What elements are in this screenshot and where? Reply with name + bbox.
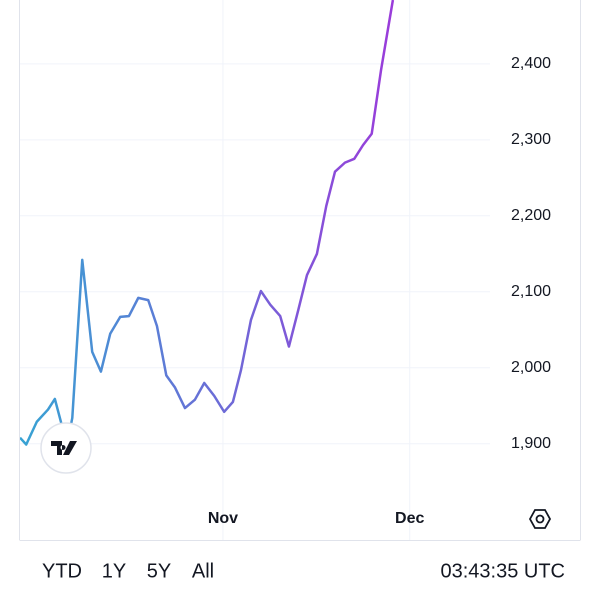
settings-icon[interactable] — [528, 509, 552, 529]
range-button[interactable]: 1Y — [102, 560, 126, 582]
y-tick-label: 2,200 — [511, 207, 551, 224]
clock: 03:43:35 UTC — [440, 560, 565, 582]
range-button[interactable]: 5Y — [147, 560, 171, 582]
y-tick-label: 1,900 — [511, 435, 551, 452]
range-button[interactable]: All — [192, 560, 214, 582]
range-button[interactable]: YTD — [42, 560, 82, 582]
x-tick-label: Dec — [395, 510, 424, 527]
y-tick-label: 2,100 — [511, 283, 551, 300]
y-tick-label: 2,000 — [511, 359, 551, 376]
x-tick-label: Nov — [208, 510, 238, 527]
tv-logo[interactable] — [40, 422, 92, 474]
y-tick-label: 2,300 — [511, 131, 551, 148]
price-line — [20, 0, 395, 446]
y-tick-label: 2,400 — [511, 55, 551, 72]
